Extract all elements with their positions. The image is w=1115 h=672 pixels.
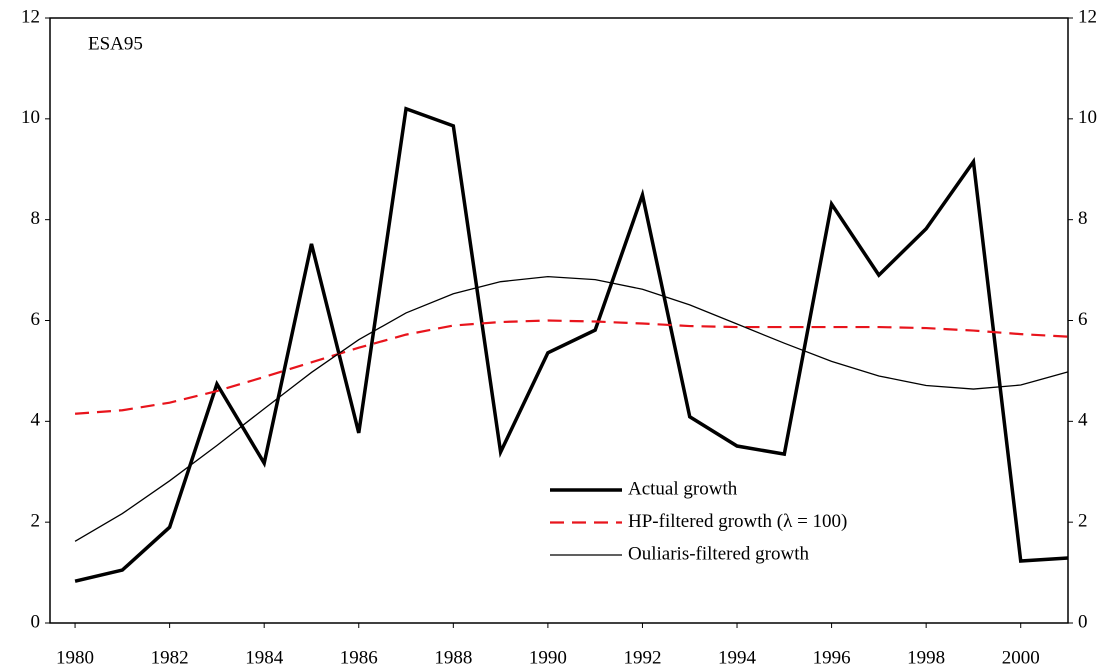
y2-tick-label: 12	[1078, 6, 1097, 27]
x-tick-label: 1994	[718, 647, 757, 668]
y-tick-label: 8	[31, 208, 41, 229]
y-tick-label: 6	[31, 309, 41, 330]
y-tick-label: 0	[31, 611, 41, 632]
x-tick-label: 1988	[434, 647, 472, 668]
legend-label: HP-filtered growth (λ = 100)	[628, 511, 847, 532]
y2-tick-label: 2	[1078, 511, 1088, 532]
y-tick-label: 12	[21, 6, 40, 27]
legend-label: Ouliaris-filtered growth	[628, 543, 809, 564]
annotation: ESA95	[88, 33, 143, 54]
x-tick-label: 1998	[907, 647, 945, 668]
x-tick-label: 1996	[813, 647, 851, 668]
y2-tick-label: 10	[1078, 107, 1097, 128]
y-tick-label: 4	[31, 410, 41, 431]
y2-tick-label: 0	[1078, 611, 1088, 632]
x-tick-label: 1982	[151, 647, 189, 668]
y2-tick-label: 6	[1078, 309, 1088, 330]
x-tick-label: 1990	[529, 647, 567, 668]
series-line	[74, 319, 1069, 415]
x-tick-label: 1986	[340, 647, 378, 668]
x-tick-label: 2000	[1002, 647, 1040, 668]
y2-tick-label: 8	[1078, 208, 1088, 229]
series-line	[74, 275, 1069, 542]
x-tick-label: 1992	[623, 647, 661, 668]
y-tick-label: 2	[31, 511, 41, 532]
x-tick-label: 1980	[56, 647, 94, 668]
y2-tick-label: 4	[1078, 410, 1088, 431]
legend-label: Actual growth	[628, 478, 738, 499]
series-line	[74, 106, 1069, 583]
x-tick-label: 1984	[245, 647, 284, 668]
y-tick-label: 10	[21, 107, 40, 128]
